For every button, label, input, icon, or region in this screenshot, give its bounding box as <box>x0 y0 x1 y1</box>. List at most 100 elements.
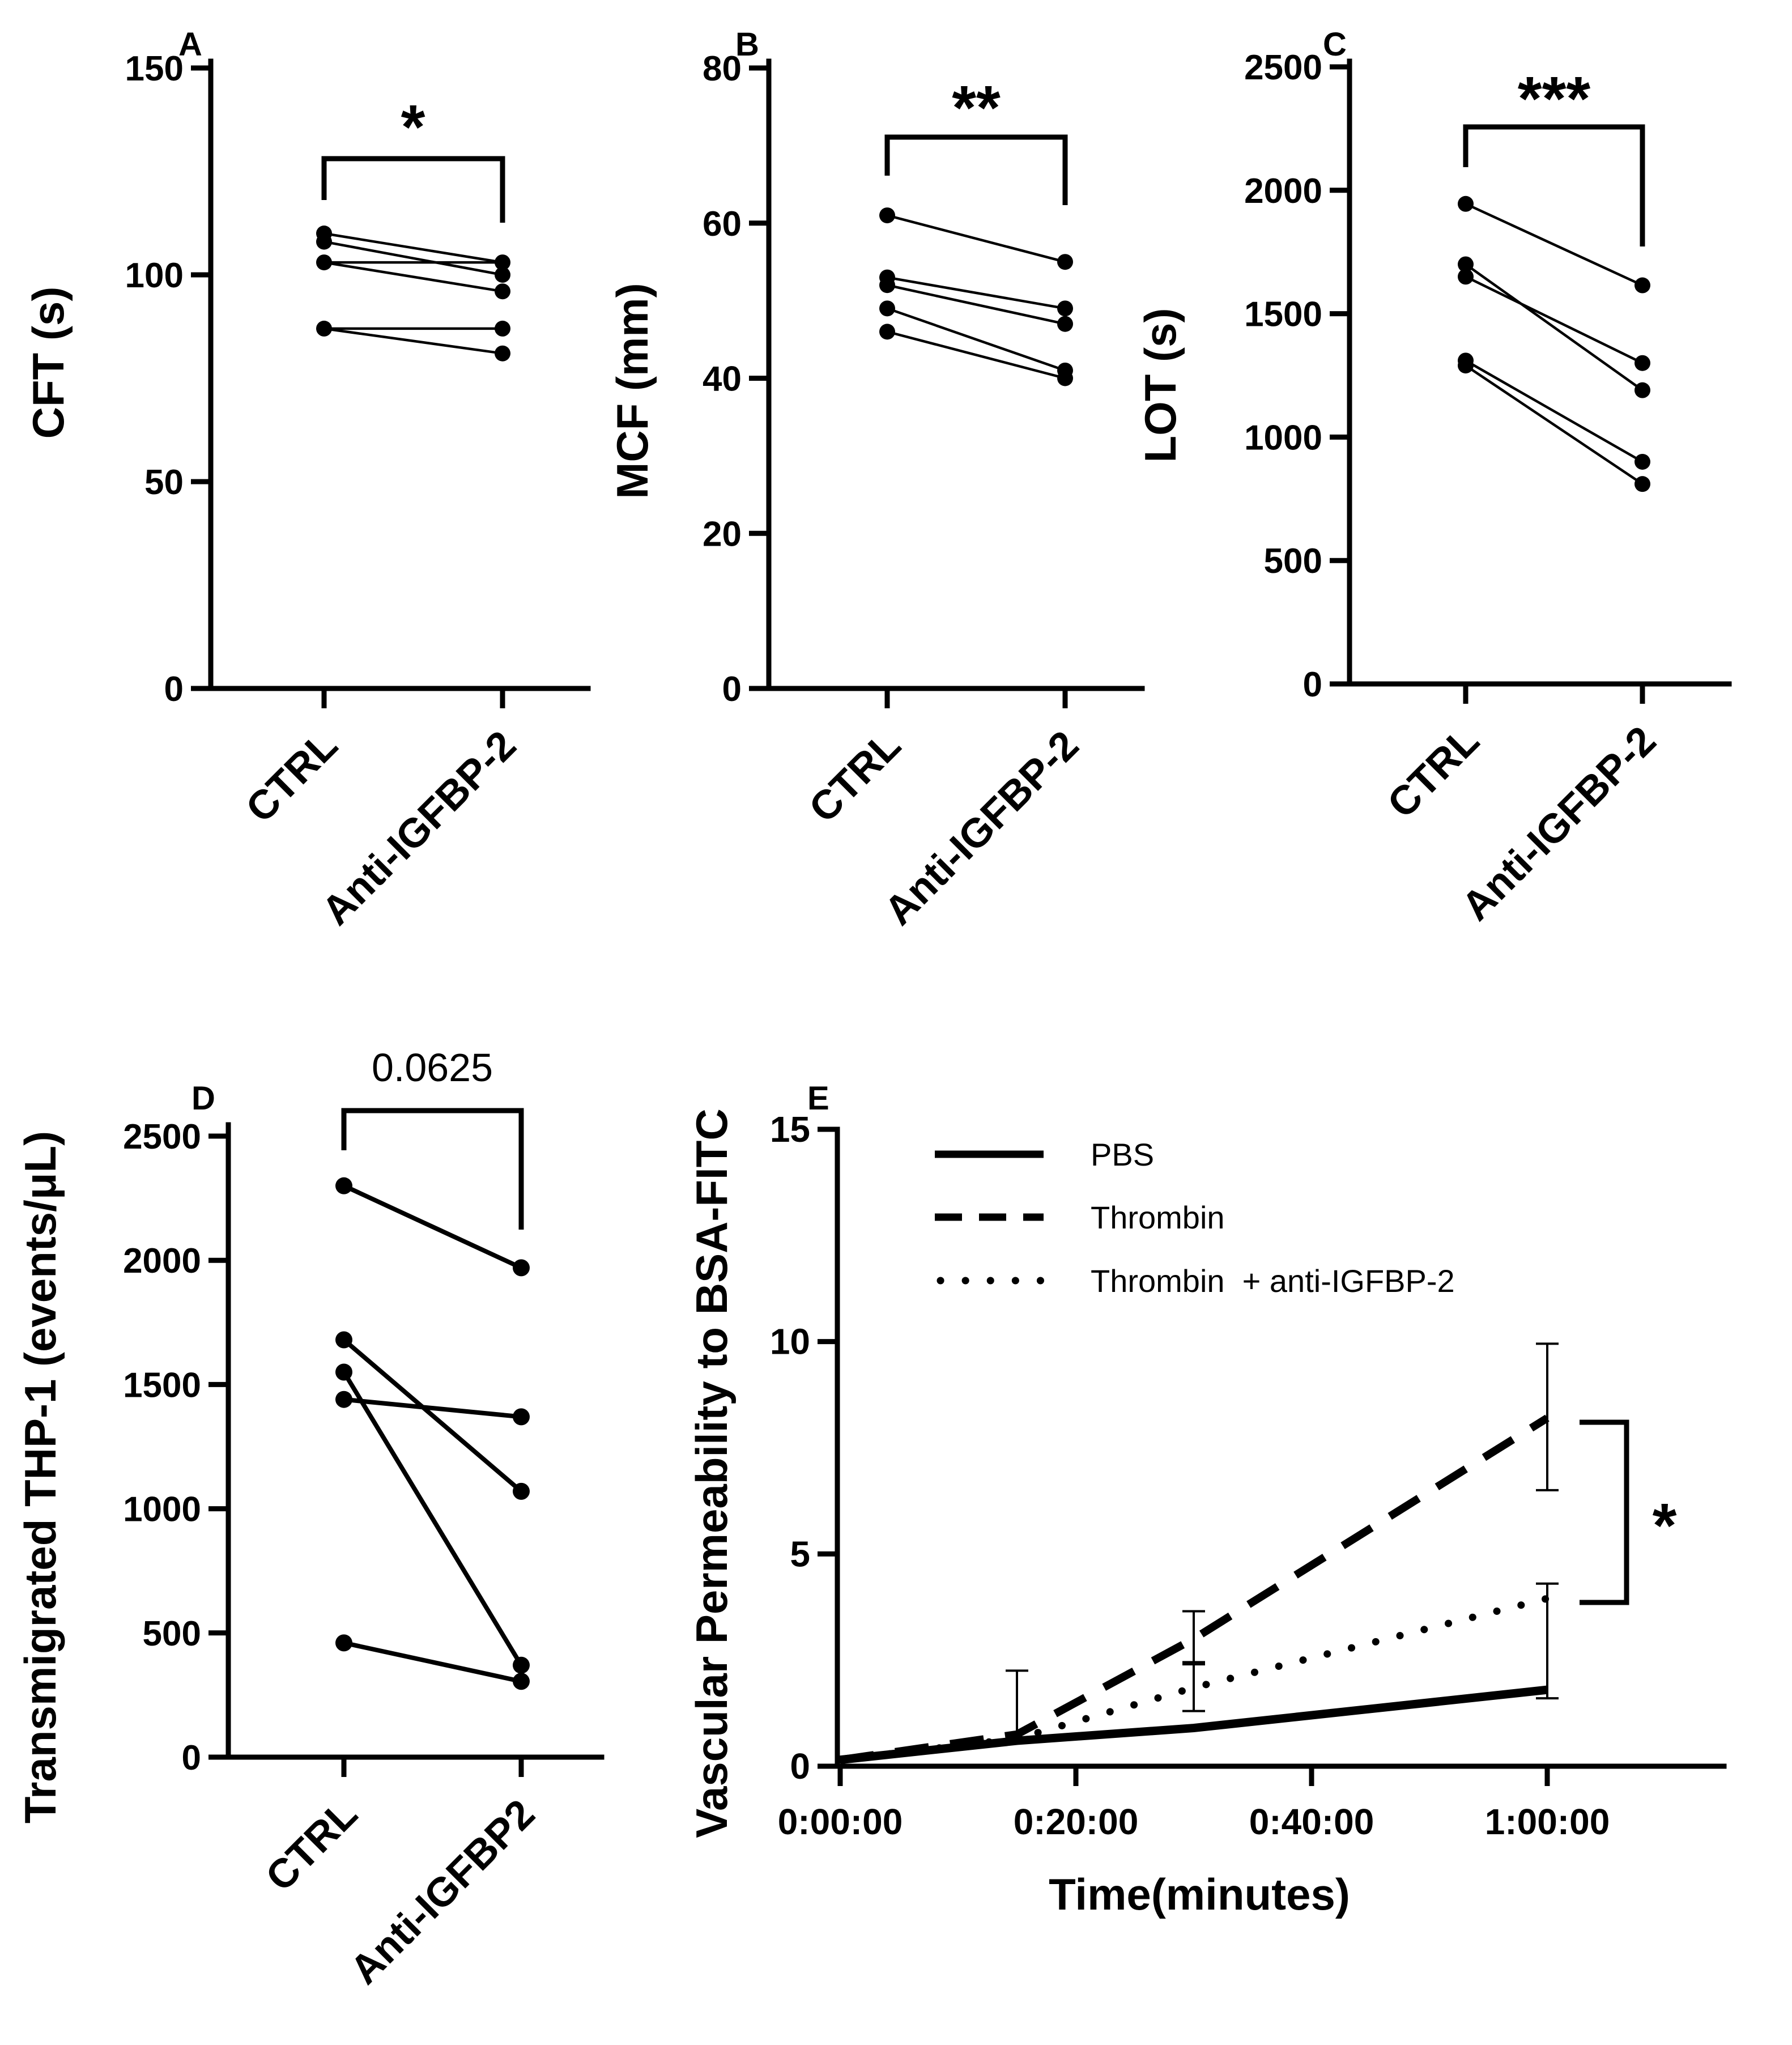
panel-b-point-ctrl <box>879 324 895 340</box>
panel-e-legend: PBS Thrombin Thrombin + anti-IGFBP-2 <box>935 1137 1455 1299</box>
panel-a-y-tick-label: 50 <box>144 463 184 502</box>
panel-c-point-ctrl <box>1458 195 1474 212</box>
panel-letter-c: C <box>1323 26 1347 63</box>
panel-e: E Vascular Permeability to BSA-FITC 0 5 10… <box>687 1080 1727 1919</box>
panel-c-pair-line <box>1465 275 1643 364</box>
panel-c-point-ctrl <box>1458 358 1474 374</box>
panel-b-y-tick-label: 60 <box>703 205 742 244</box>
panel-c-pair-line <box>1465 359 1644 463</box>
panel-d-p-value: 0.0625 <box>372 1045 493 1090</box>
panel-a-pair-line <box>324 232 503 264</box>
panel-a-point-ctrl <box>316 233 332 250</box>
panel-b-y-axis-title: MCF (mm) <box>607 283 657 499</box>
legend-label-thrombin-anti: Thrombin + anti-IGFBP-2 <box>1091 1263 1455 1299</box>
panel-b-point-ctrl <box>879 277 895 294</box>
panel-a-y-axis-title: CFT (s) <box>23 287 73 439</box>
panel-b-x-category-ctrl: CTRL <box>801 722 909 831</box>
panel-e-x-tick-label: 0:20:00 <box>1014 1801 1139 1842</box>
panel-e-y-tick-label: 5 <box>790 1533 810 1574</box>
panel-d-point-ctrl <box>335 1363 352 1381</box>
panel-b-pair-line <box>887 307 1066 372</box>
panel-d-y-tick-label: 500 <box>143 1614 201 1653</box>
panel-b-point-ctrl <box>879 207 895 224</box>
panel-c-y-tick-label: 500 <box>1264 542 1322 581</box>
panel-a-significance-label: * <box>401 92 425 162</box>
panel-d-point-ctrl <box>335 1331 352 1349</box>
panel-b-point-treat <box>1057 300 1073 317</box>
panel-a-point-ctrl <box>316 320 332 337</box>
panel-e-x-tick-label: 0:40:00 <box>1249 1801 1374 1842</box>
panel-e-x-axis-title: Time(minutes) <box>1049 1869 1350 1919</box>
panel-b-pair-line <box>887 330 1066 380</box>
panel-c-pair-line <box>1465 202 1643 287</box>
panel-e-significance-label: * <box>1653 1491 1677 1561</box>
panel-d-y-tick-label: 2000 <box>123 1242 201 1281</box>
panel-b-y-tick-label: 80 <box>703 49 742 88</box>
panel-c-y-axis-title: LOT (s) <box>1135 308 1185 463</box>
panel-d-x-category-treat: Anti-IGFBP2 <box>342 1791 543 1993</box>
panel-a-point-treat <box>495 254 510 271</box>
panel-a-y-tick-label: 150 <box>125 49 184 88</box>
panel-c-y-tick-label: 1500 <box>1244 295 1322 334</box>
panel-d-point-treat <box>513 1482 530 1500</box>
panel-c-x-category-ctrl: CTRL <box>1379 718 1488 827</box>
panel-e-x-tick-label: 0:00:00 <box>778 1801 903 1842</box>
panel-e-significance-bracket <box>1580 1419 1629 1605</box>
panel-a-point-treat <box>495 267 510 283</box>
panel-c-point-treat <box>1634 476 1650 492</box>
panel-d-point-treat <box>513 1259 530 1277</box>
panel-a-significance-bracket <box>321 156 505 223</box>
panel-b-y-tick-label: 20 <box>703 515 742 554</box>
panel-c-pair-line <box>1465 263 1644 392</box>
panel-a-pair-line <box>324 261 503 293</box>
panel-d-point-treat <box>513 1673 530 1690</box>
panel-c-point-ctrl <box>1458 256 1474 273</box>
panel-d-y-tick-label: 1500 <box>123 1366 201 1405</box>
panel-d-point-treat <box>513 1656 530 1674</box>
panel-letter-d: D <box>191 1080 215 1117</box>
panel-c-point-treat <box>1634 382 1650 398</box>
panel-b-y-tick-label: 0 <box>722 670 742 709</box>
panel-a-pair-line <box>324 240 503 277</box>
panel-c-y-tick-label: 1000 <box>1244 418 1322 457</box>
panel-e-y-tick-label: 0 <box>790 1746 810 1787</box>
panel-c-significance-bracket <box>1463 124 1645 246</box>
panel-e-x-tick-label: 1:00:00 <box>1485 1801 1610 1842</box>
panel-b-point-treat <box>1057 316 1073 332</box>
panel-d-pair-line <box>343 1397 522 1419</box>
panel-d-y-tick-label: 2500 <box>123 1117 201 1157</box>
panel-d-x-category-ctrl: CTRL <box>257 1791 366 1900</box>
panel-b-y-tick-label: 40 <box>703 360 742 399</box>
panel-c-significance-label: *** <box>1518 64 1591 134</box>
panel-d-y-tick-label: 0 <box>182 1738 201 1778</box>
panel-d-point-treat <box>513 1408 530 1426</box>
panel-letter-a: A <box>178 26 202 63</box>
panel-b-significance-bracket <box>884 134 1068 205</box>
panel-c-point-treat <box>1634 355 1650 371</box>
panel-c-y-tick-label: 0 <box>1303 665 1322 704</box>
panel-b-point-treat <box>1057 370 1073 386</box>
panel-b-point-ctrl <box>879 300 895 317</box>
panel-e-y-tick-label: 10 <box>770 1321 810 1362</box>
panel-d-y-tick-label: 1000 <box>123 1490 201 1529</box>
panel-a-x-category-ctrl: CTRL <box>237 722 346 831</box>
legend-label-pbs: PBS <box>1091 1137 1154 1172</box>
panel-c-point-treat <box>1634 277 1650 294</box>
panel-a-pair-line <box>324 327 503 355</box>
panel-a-point-ctrl <box>316 254 332 271</box>
panel-d-pair-line <box>342 1338 523 1493</box>
panel-a-y-tick-label: 100 <box>125 256 184 295</box>
panel-e-series-dashed <box>840 1414 1550 1764</box>
panel-d-point-ctrl <box>335 1634 352 1652</box>
panel-letter-b: B <box>735 26 759 63</box>
panel-b-pair-line <box>887 284 1066 325</box>
panel-c-y-tick-label: 2500 <box>1244 48 1322 87</box>
panel-d-significance-bracket <box>341 1108 524 1230</box>
panel-d-point-ctrl <box>335 1177 352 1194</box>
panel-c-point-ctrl <box>1458 269 1474 285</box>
panel-a-point-treat <box>495 345 510 362</box>
panel-b-pair-line <box>887 276 1066 310</box>
